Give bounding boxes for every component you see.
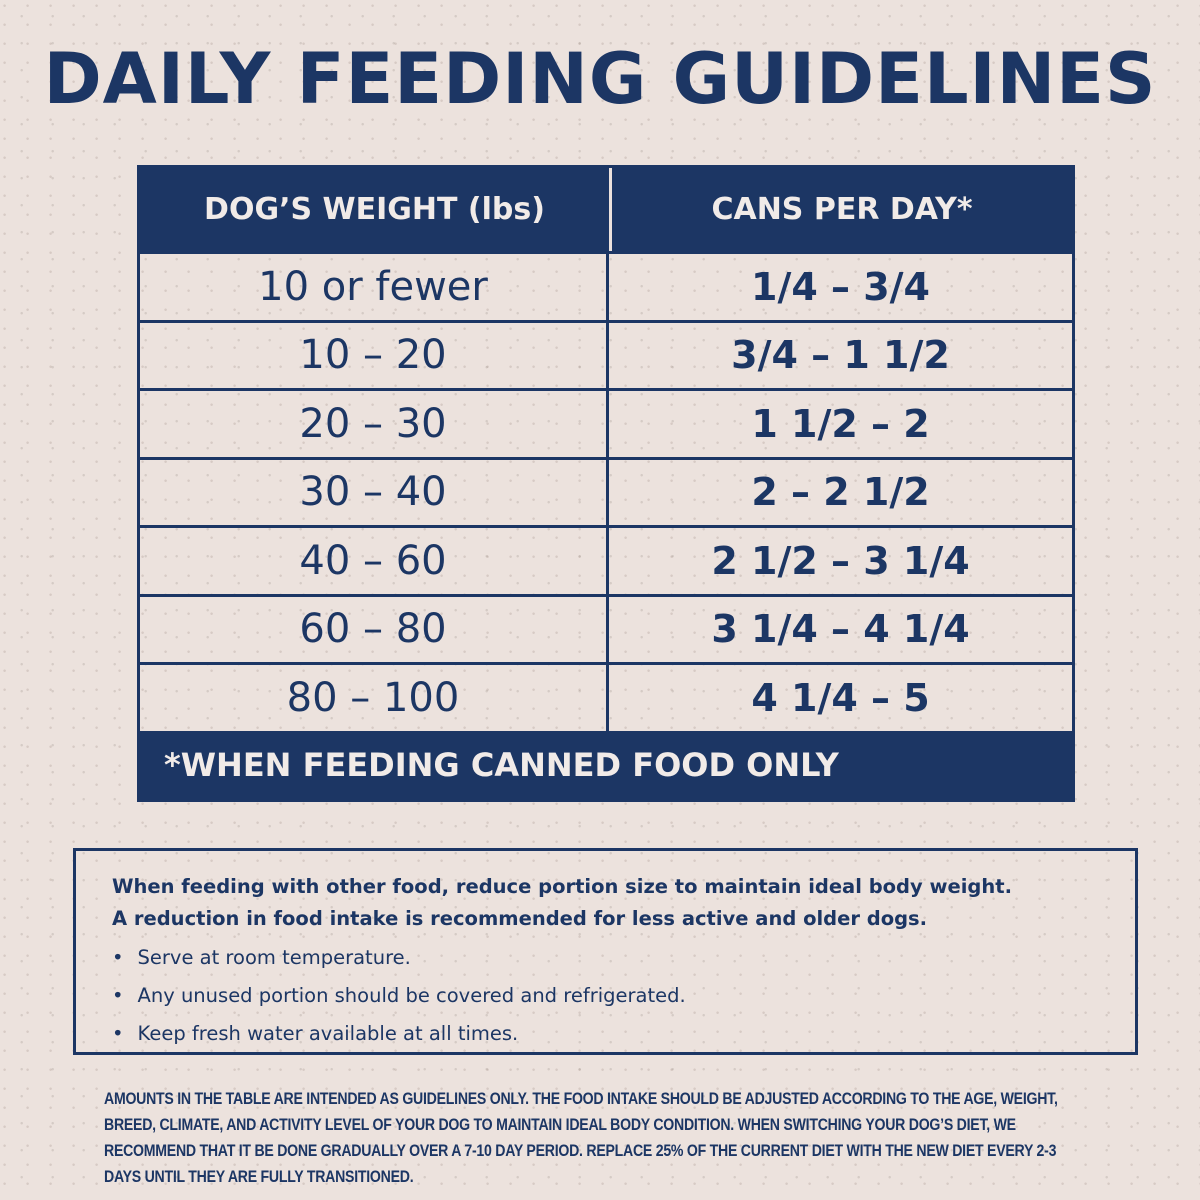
header-weight: DOG’S WEIGHT (lbs) — [140, 168, 612, 251]
cans-cell: 3 1/4 – 4 1/4 — [711, 607, 970, 652]
table-header: DOG’S WEIGHT (lbs) CANS PER DAY* — [140, 168, 1072, 251]
feeding-notes: When feeding with other food, reduce por… — [73, 848, 1138, 1055]
table-row: 60 – 80 3 1/4 – 4 1/4 — [140, 593, 1072, 662]
note-bullet: Any unused portion should be covered and… — [112, 977, 1099, 1015]
feeding-table: DOG’S WEIGHT (lbs) CANS PER DAY* 10 or f… — [137, 165, 1075, 802]
table-row: 10 or fewer 1/4 – 3/4 — [140, 251, 1072, 320]
cans-cell: 2 1/2 – 3 1/4 — [711, 538, 970, 583]
weight-cell: 10 – 20 — [140, 322, 609, 388]
table-row: 10 – 20 3/4 – 1 1/2 — [140, 319, 1072, 388]
note-bullet: Serve at room temperature. — [112, 939, 1099, 977]
note-lead-2: A reduction in food intake is recommende… — [112, 907, 928, 930]
table-footnote: *WHEN FEEDING CANNED FOOD ONLY — [140, 730, 1072, 799]
note-bullet: Keep fresh water available at all times. — [112, 1015, 1099, 1053]
note-lead-1: When feeding with other food, reduce por… — [112, 875, 1012, 898]
weight-cell: 20 – 30 — [140, 391, 609, 457]
page-title: DAILY FEEDING GUIDELINES — [43, 38, 1157, 120]
weight-cell: 60 – 80 — [140, 596, 609, 662]
header-cans: CANS PER DAY* — [711, 192, 973, 227]
table-row: 80 – 100 4 1/4 – 5 — [140, 662, 1072, 731]
weight-cell: 30 – 40 — [140, 459, 609, 525]
cans-cell: 2 – 2 1/2 — [751, 470, 930, 515]
weight-cell: 10 or fewer — [140, 254, 609, 320]
cans-cell: 1 1/2 – 2 — [751, 401, 930, 446]
cans-cell: 4 1/4 – 5 — [751, 675, 930, 720]
table-row: 40 – 60 2 1/2 – 3 1/4 — [140, 525, 1072, 594]
fine-print: AMOUNTS IN THE TABLE ARE INTENDED AS GUI… — [104, 1089, 1058, 1186]
cans-cell: 3/4 – 1 1/2 — [731, 333, 950, 378]
table-row: 20 – 30 1 1/2 – 2 — [140, 388, 1072, 457]
weight-cell: 40 – 60 — [140, 528, 609, 594]
cans-cell: 1/4 – 3/4 — [751, 264, 930, 309]
table-row: 30 – 40 2 – 2 1/2 — [140, 456, 1072, 525]
weight-cell: 80 – 100 — [140, 665, 609, 731]
